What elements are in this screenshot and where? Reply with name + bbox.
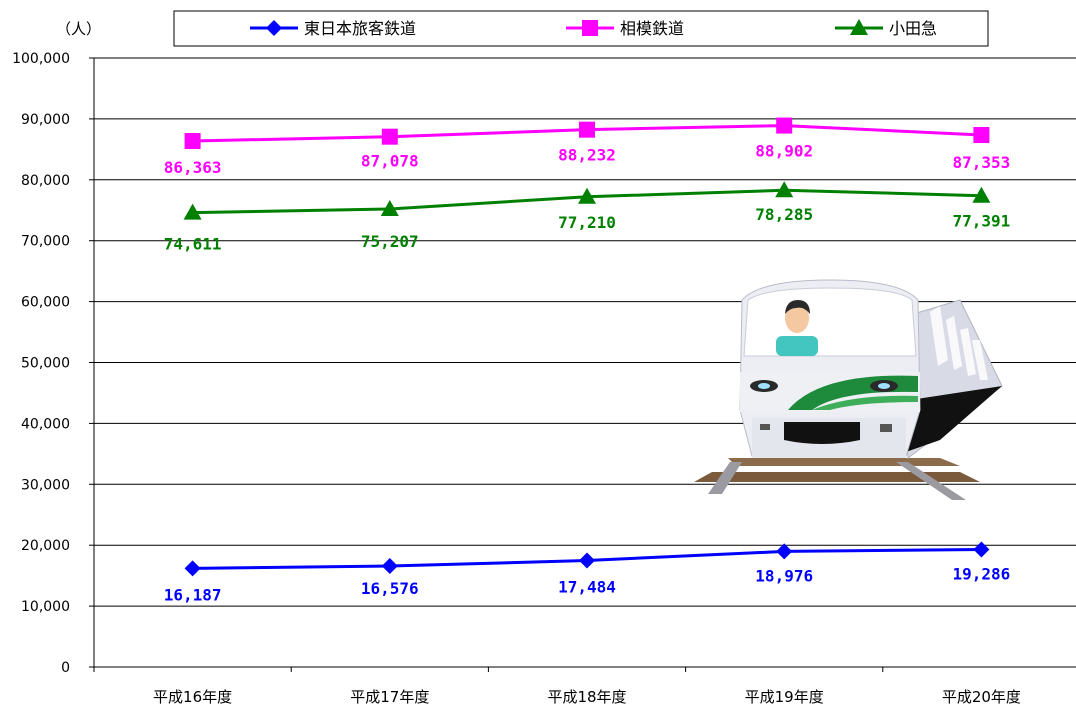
legend-label: 小田急 bbox=[889, 19, 937, 38]
data-point bbox=[973, 127, 990, 144]
y-tick-label: 0 bbox=[61, 660, 70, 676]
data-point bbox=[775, 181, 794, 198]
data-label: 16,576 bbox=[361, 579, 419, 598]
data-label: 86,363 bbox=[164, 158, 222, 177]
data-point bbox=[381, 128, 398, 145]
x-tick-label: 平成20年度 bbox=[942, 688, 1021, 706]
y-tick-labels: 0 10,000 20,000 30,000 40,000 50,000 60,000 70,… bbox=[12, 51, 70, 676]
series bbox=[183, 117, 991, 577]
y-tick-label: 70,000 bbox=[21, 234, 70, 250]
data-point bbox=[579, 121, 595, 138]
y-tick-label: 60,000 bbox=[21, 295, 70, 311]
data-labels: 16,187 16,576 17,484 18,976 19,286 86,363 87,0… bbox=[164, 142, 1011, 605]
y-tick-label: 90,000 bbox=[21, 112, 70, 128]
x-tick-labels: 平成16年度 平成17年度 平成18年度 平成19年度 平成20年度 bbox=[153, 688, 1021, 706]
data-label: 16,187 bbox=[164, 585, 222, 604]
driver bbox=[776, 300, 818, 356]
x-tick-label: 平成16年度 bbox=[153, 688, 232, 706]
y-tick-label: 80,000 bbox=[21, 173, 70, 189]
data-label: 88,232 bbox=[558, 146, 616, 165]
data-point bbox=[184, 133, 201, 150]
data-point bbox=[776, 117, 793, 134]
data-point bbox=[183, 203, 202, 220]
y-tick-label: 20,000 bbox=[21, 538, 70, 554]
data-point bbox=[578, 187, 596, 204]
data-label: 88,902 bbox=[755, 142, 813, 161]
data-point bbox=[380, 199, 399, 216]
y-tick-label: 30,000 bbox=[21, 477, 70, 493]
legend-label: 東日本旅客鉄道 bbox=[304, 19, 416, 38]
train-illustration-icon bbox=[694, 279, 1003, 500]
data-point bbox=[184, 560, 201, 577]
y-tick-label: 10,000 bbox=[21, 599, 70, 615]
data-label: 87,078 bbox=[361, 152, 419, 171]
x-tick-label: 平成17年度 bbox=[350, 688, 429, 706]
rails bbox=[694, 458, 980, 500]
x-tick-label: 平成18年度 bbox=[547, 688, 626, 706]
data-label: 77,391 bbox=[953, 212, 1011, 231]
data-point bbox=[776, 543, 793, 560]
data-label: 77,210 bbox=[558, 213, 616, 232]
data-point bbox=[972, 186, 991, 203]
legend-marker bbox=[850, 19, 868, 35]
y-tick-label: 50,000 bbox=[21, 356, 70, 372]
data-point bbox=[381, 558, 398, 575]
legend: 東日本旅客鉄道 相模鉄道 小田急 bbox=[173, 10, 989, 47]
data-point bbox=[973, 541, 990, 558]
axes bbox=[93, 58, 1076, 668]
data-label: 19,286 bbox=[953, 565, 1011, 584]
data-label: 74,611 bbox=[164, 235, 222, 254]
y-tick-label: 100,000 bbox=[12, 51, 70, 67]
data-label: 75,207 bbox=[361, 232, 419, 251]
data-label: 17,484 bbox=[558, 578, 616, 597]
legend-marker bbox=[582, 20, 598, 36]
y-tick-label: 40,000 bbox=[21, 416, 70, 432]
data-point bbox=[579, 552, 595, 569]
data-label: 18,976 bbox=[755, 566, 813, 585]
legend-label: 相模鉄道 bbox=[620, 19, 684, 38]
y-axis-unit-label: （人） bbox=[56, 20, 101, 38]
legend-marker bbox=[266, 20, 282, 36]
data-label: 87,353 bbox=[953, 153, 1011, 172]
x-tick-label: 平成19年度 bbox=[745, 688, 824, 706]
data-label: 78,285 bbox=[755, 205, 813, 224]
